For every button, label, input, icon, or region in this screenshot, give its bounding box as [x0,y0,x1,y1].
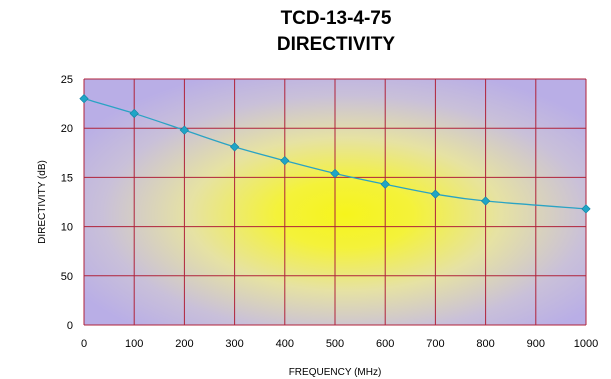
data-point-marker [380,179,390,189]
data-series [79,94,591,214]
series-line [83,98,587,210]
chart-title-line-2: DIRECTIVITY [277,34,396,55]
x-axis-label: FREQUENCY (MHz) [289,367,382,378]
tick-labels: 0 100 200 300 400 500 600 700 800 900 1000 0 50 10 15 2… [61,74,598,350]
data-point-marker [280,156,290,166]
x-tick-label: 900 [527,338,545,350]
data-point-marker [79,94,89,104]
x-tick-label: 500 [326,338,344,350]
x-tick-label: 400 [276,338,294,350]
x-tick-label: 300 [225,338,243,350]
x-tick-label: 700 [426,338,444,350]
x-tick-label: 600 [376,338,394,350]
x-tick-label: 1000 [574,338,598,350]
x-tick-label: 200 [175,338,193,350]
data-point-marker [330,168,340,179]
y-tick-label: 0 [67,320,73,332]
data-point-marker [179,125,190,135]
data-point-marker [229,142,240,152]
data-point-marker [430,189,441,199]
y-tick-label: 50 [61,271,73,283]
y-tick-label: 15 [61,172,73,184]
data-point-marker [129,108,139,119]
chart-title-line-1: TCD-13-4-75 [281,8,392,29]
data-point-marker [581,204,591,214]
data-point-marker [480,196,491,206]
x-tick-label: 800 [476,338,494,350]
x-tick-label: 0 [81,338,87,350]
y-tick-label: 25 [61,74,73,86]
y-tick-label: 20 [61,123,73,135]
x-tick-label: 100 [125,338,143,350]
y-tick-label: 10 [61,222,73,234]
y-axis-label: DIRECTIVITY (dB) [37,160,48,244]
